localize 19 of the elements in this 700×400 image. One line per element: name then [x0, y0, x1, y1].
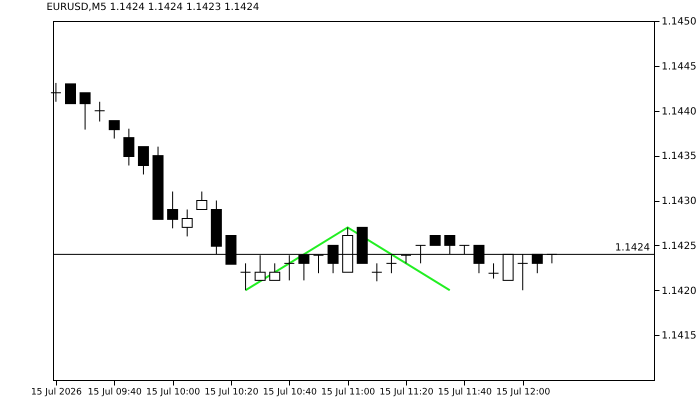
chart-title: EURUSD,M5 1.1424 1.1424 1.1423 1.1424 — [46, 2, 260, 13]
y-tick-label: 1.1420 — [662, 286, 696, 297]
ref-line-label: 1.1424 — [615, 242, 650, 254]
y-tick-label: 1.1435 — [662, 151, 696, 162]
y-tick-label: 1.1430 — [662, 196, 696, 207]
y-tick-label: 1.1440 — [662, 106, 696, 118]
x-tick-label: 15 Jul 10:00 — [146, 388, 200, 398]
x-tick-label: 15 Jul 11:40 — [438, 388, 492, 398]
y-tick-label: 1.1445 — [662, 61, 696, 72]
x-tick-label: 15 Jul 12:00 — [496, 388, 550, 398]
y-tick-label: 1.1450 — [662, 16, 696, 28]
x-tick-label: 15 Jul 11:00 — [321, 388, 376, 398]
x-tick-label: 15 Jul 10:40 — [262, 388, 318, 398]
x-tick-label: 15 Jul 11:20 — [380, 388, 434, 398]
x-tick-label: 15 Jul 2026 — [30, 388, 82, 398]
x-tick-label: 15 Jul 09:40 — [88, 388, 142, 398]
x-tick-label: 15 Jul 10:20 — [204, 388, 259, 398]
y-tick-label: 1.1425 — [662, 240, 696, 252]
y-tick-label: 1.1415 — [662, 330, 696, 342]
